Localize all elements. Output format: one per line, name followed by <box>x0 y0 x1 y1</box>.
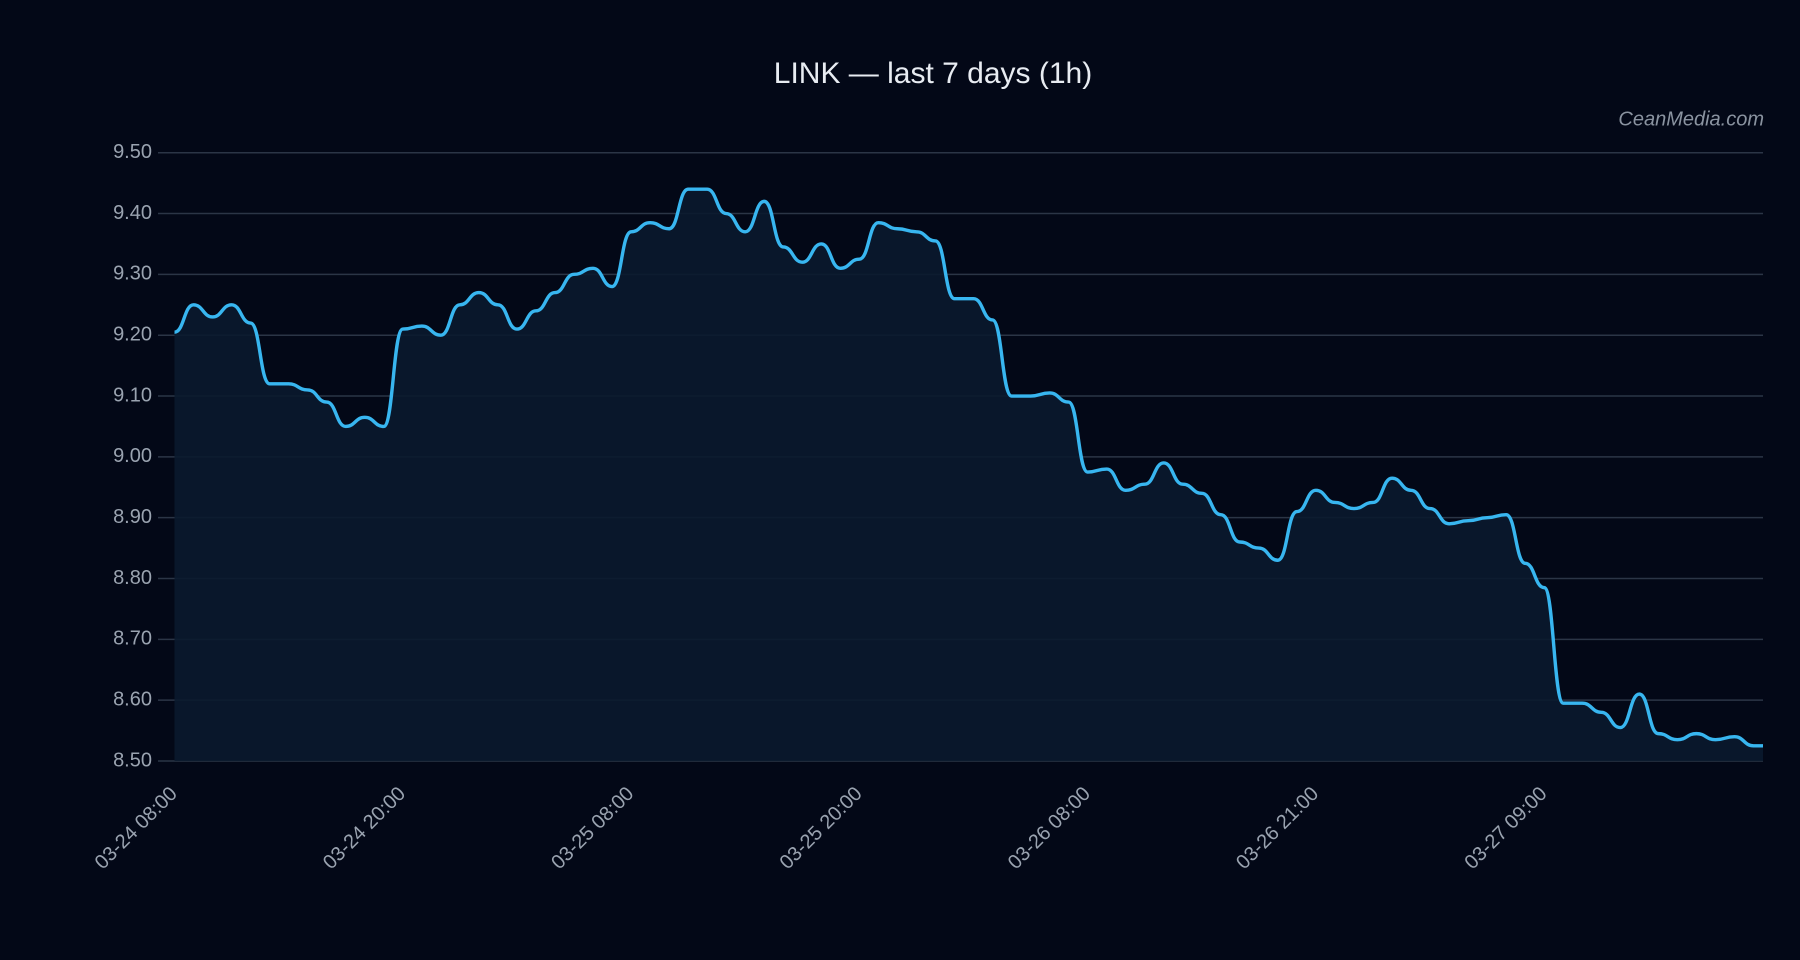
y-tick-label: 9.40 <box>113 202 152 224</box>
y-tick-label: 9.50 <box>113 141 152 163</box>
y-tick-label: 8.60 <box>113 688 152 710</box>
x-tick-label: 03-26 21:00 <box>1232 783 1323 874</box>
y-tick-label: 8.80 <box>113 567 152 589</box>
y-tick-label: 8.90 <box>113 506 152 528</box>
y-tick-label: 9.10 <box>113 384 152 406</box>
y-tick-label: 9.00 <box>113 445 152 467</box>
y-tick-label: 9.20 <box>113 323 152 345</box>
y-tick-label: 8.70 <box>113 628 152 650</box>
chart-title: LINK — last 7 days (1h) <box>774 57 1092 90</box>
x-tick-label: 03-24 08:00 <box>91 783 182 874</box>
x-tick-label: 03-24 20:00 <box>319 783 410 874</box>
x-tick-label: 03-25 08:00 <box>547 783 638 874</box>
area <box>174 189 1763 761</box>
watermark: CeanMedia.com <box>1618 108 1764 130</box>
y-tick-label: 9.30 <box>113 263 152 285</box>
line <box>173 187 1763 748</box>
y-tick-label: 8.50 <box>113 749 152 771</box>
x-tick-label: 03-27 09:00 <box>1460 783 1551 874</box>
x-tick-label: 03-25 20:00 <box>776 783 867 874</box>
x-tick-label: 03-26 08:00 <box>1004 783 1095 874</box>
